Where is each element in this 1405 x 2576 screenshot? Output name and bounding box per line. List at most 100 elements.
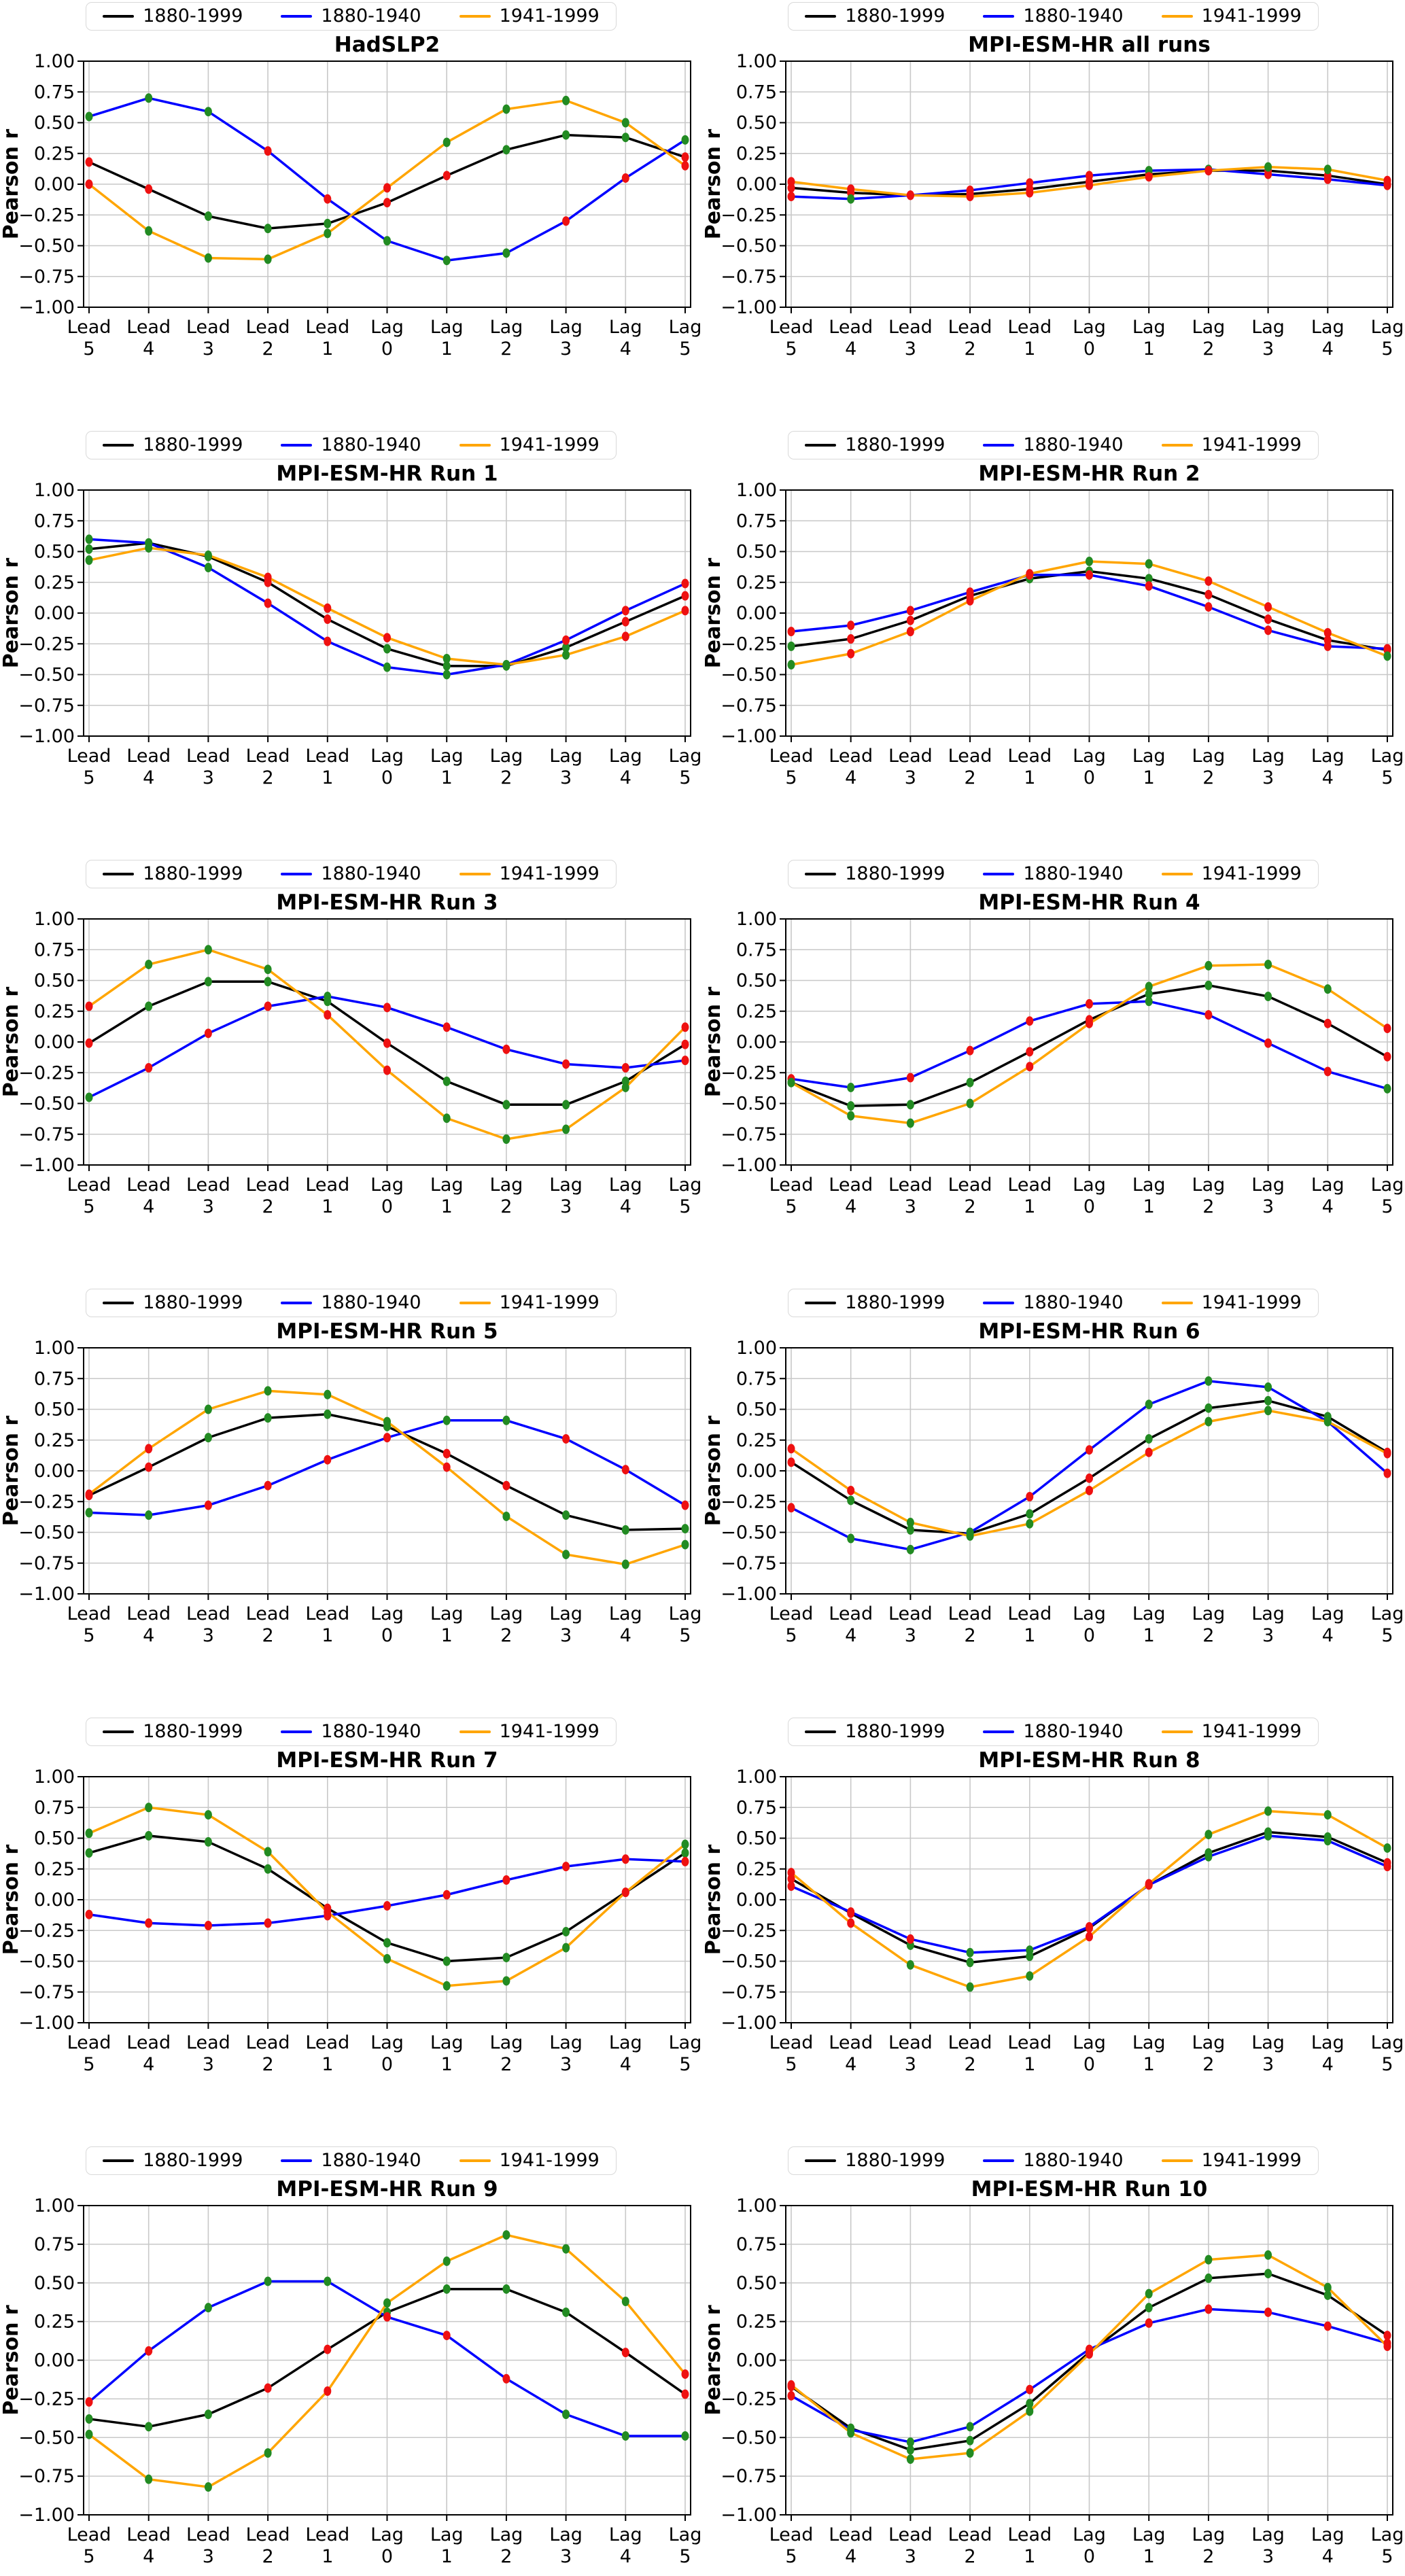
x-tick-label-word: Lag <box>370 1603 404 1624</box>
x-tick-label-word: Lead <box>246 317 290 338</box>
x-tick-label-word: Lead <box>769 317 814 338</box>
y-tick-label: −0.50 <box>721 2427 777 2448</box>
x-tick-label-number: 5 <box>1381 1196 1393 1217</box>
y-tick-label: 1.00 <box>736 2195 777 2216</box>
y-tick-label: 0.25 <box>736 2311 777 2332</box>
data-point-marker <box>1145 580 1153 591</box>
chart-cell: 1880-1999 1880-1940 1941-1999 MPI-ESM-HR Ru… <box>702 1716 1404 2144</box>
x-tick-label-number: 5 <box>1381 2546 1393 2567</box>
x-tick-label-number: 1 <box>441 338 453 360</box>
y-tick-label: 1.00 <box>34 1766 75 1788</box>
legend-item: 1941-1999 <box>1161 6 1302 27</box>
y-tick-label: −0.25 <box>721 1062 777 1083</box>
data-point-marker <box>1264 1405 1272 1415</box>
data-point-marker <box>906 626 914 636</box>
x-tick-label-number: 5 <box>1381 338 1393 360</box>
legend-label: 1880-1999 <box>845 1292 946 1313</box>
data-point-marker <box>204 2482 212 2492</box>
data-point-marker <box>1026 177 1034 188</box>
x-tick-label-word: Lag <box>490 746 523 767</box>
x-tick-label-word: Lag <box>1132 746 1166 767</box>
data-point-marker <box>562 1124 570 1134</box>
y-tick-label: −1.00 <box>18 297 75 318</box>
legend-label: 1941-1999 <box>499 1292 600 1313</box>
data-point-marker <box>906 2437 914 2447</box>
chart-canvas: MPI-ESM-HR Run 8 1.00 0.75 0.50 0.25 0.00 −0.2… <box>702 1748 1404 2075</box>
data-point-marker <box>1145 1447 1153 1457</box>
legend-item: 1941-1999 <box>1161 1722 1302 1742</box>
y-tick-label: 0.50 <box>34 541 75 562</box>
legend-line-swatch <box>805 1730 837 1733</box>
data-point-marker <box>264 964 272 974</box>
y-tick-label: −1.00 <box>721 2013 777 2034</box>
tick-marks <box>780 489 1388 742</box>
x-tick-label-word: Lead <box>186 1603 230 1624</box>
legend-label: 1880-1999 <box>845 1721 946 1742</box>
y-tick-label: 0.50 <box>34 1399 75 1420</box>
x-tick-label-number: 0 <box>1083 767 1095 788</box>
data-point-marker <box>787 1867 795 1877</box>
legend-item: 1880-1940 <box>983 1293 1124 1313</box>
data-point-marker <box>1264 2307 1272 2317</box>
data-point-marker <box>562 1943 570 1953</box>
y-tick-label: 1.00 <box>736 480 777 501</box>
data-point-marker <box>264 1386 272 1396</box>
x-tick-label-number: 1 <box>1024 1196 1035 1217</box>
data-point-marker <box>621 173 629 183</box>
y-tick-label: −0.25 <box>18 633 75 655</box>
chart-canvas: MPI-ESM-HR Run 6 1.00 0.75 0.50 0.25 0.00 −0.2… <box>702 1319 1404 1646</box>
data-point-marker <box>906 606 914 616</box>
y-tick-labels: 1.00 0.75 0.50 0.25 0.00 −0.25 −0.50 −0.75 −1.00 <box>18 51 75 318</box>
data-point-marker <box>85 1038 93 1048</box>
data-point-marker <box>145 184 153 194</box>
y-tick-label: 0.25 <box>34 143 75 164</box>
legend-item: 1941-1999 <box>459 864 600 884</box>
legend-line-swatch <box>459 1730 491 1733</box>
gridlines <box>786 918 1393 1165</box>
x-tick-label-number: 1 <box>1143 1625 1155 1646</box>
data-point-marker <box>383 1416 391 1427</box>
data-point-marker <box>1323 627 1332 638</box>
x-tick-label-number: 3 <box>560 338 572 360</box>
legend-label: 1880-1999 <box>845 5 946 27</box>
x-tick-label-number: 4 <box>620 1196 631 1217</box>
legend-item: 1880-1940 <box>983 1722 1124 1742</box>
data-point-marker <box>502 1875 510 1885</box>
x-tick-label-number: 5 <box>785 2054 797 2075</box>
y-tick-label: −0.25 <box>18 1062 75 1083</box>
x-tick-label-number: 1 <box>441 1196 453 1217</box>
legend-label: 1880-1940 <box>1023 434 1124 455</box>
data-point-marker <box>1086 1921 1093 1932</box>
data-point-marker <box>443 1890 451 1900</box>
data-point-marker <box>502 1415 510 1425</box>
legend: 1880-1999 1880-1940 1941-1999 <box>788 2146 1319 2175</box>
x-tick-label-word: Lag <box>1371 2524 1404 2545</box>
data-point-marker <box>1264 614 1272 624</box>
x-tick-label-number: 2 <box>262 1196 274 1217</box>
data-point-marker <box>847 620 855 630</box>
y-tick-label: 0.00 <box>736 174 777 195</box>
y-tick-label: −0.75 <box>721 2466 777 2487</box>
y-tick-label: 0.25 <box>736 572 777 593</box>
y-axis-label: Pearson r <box>0 1415 23 1526</box>
x-tick-label-number: 2 <box>965 2546 976 2567</box>
x-tick-labels: Lead5Lead4Lead3Lead2Lead1Lag0Lag1Lag2Lag… <box>67 1603 702 1646</box>
data-point-marker <box>383 1953 391 1964</box>
x-tick-label-word: Lead <box>305 2524 349 2545</box>
data-point-marker <box>145 2474 153 2484</box>
data-point-marker <box>1086 1485 1093 1495</box>
data-point-marker <box>85 544 93 554</box>
data-point-marker <box>204 1432 212 1442</box>
legend-item: 1941-1999 <box>459 1293 600 1313</box>
data-point-marker <box>264 2276 272 2286</box>
data-point-marker <box>1383 1448 1391 1459</box>
data-point-marker <box>1383 1861 1391 1871</box>
data-point-marker <box>787 1077 795 1087</box>
y-tick-label: 0.50 <box>736 2272 777 2293</box>
data-point-marker <box>681 1022 689 1032</box>
x-tick-label-word: Lead <box>67 317 111 338</box>
x-tick-label-number: 5 <box>83 1196 94 1217</box>
chart-canvas: MPI-ESM-HR Run 3 1.00 0.75 0.50 0.25 0.00 −0.2… <box>0 890 701 1217</box>
legend-line-swatch <box>281 444 313 447</box>
x-tick-label-word: Lag <box>549 317 583 338</box>
